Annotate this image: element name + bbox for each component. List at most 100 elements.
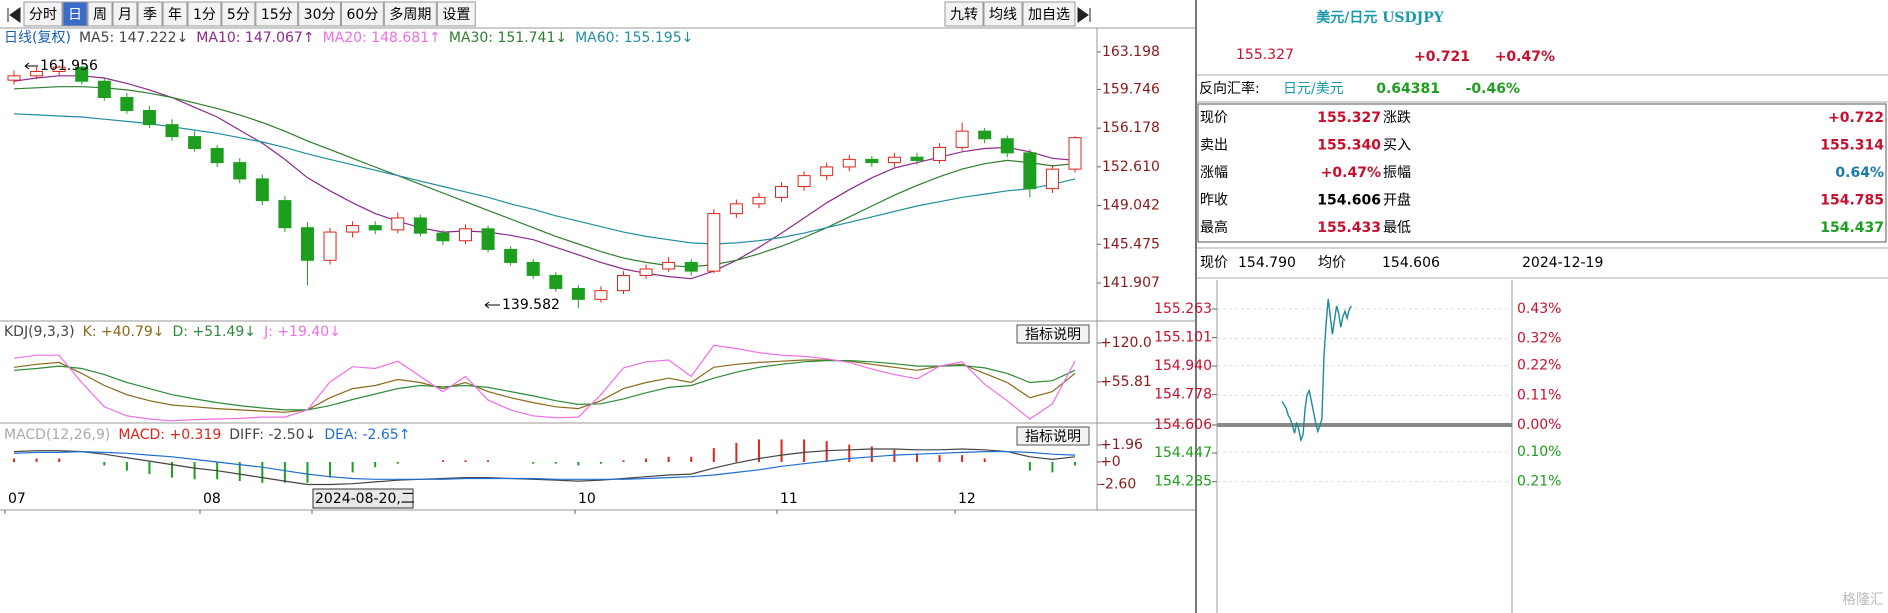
legend-entry: MA60: 155.195↓ [575, 30, 693, 46]
legend-entry: MACD(12,26,9) [4, 427, 110, 443]
quote-value: 154.785 [1820, 193, 1884, 209]
quote-label: 昨收 [1200, 193, 1228, 209]
y-tick-label: 163.198 [1102, 44, 1160, 60]
candle-body [323, 231, 337, 261]
y-tick-label: 154.778 [1154, 387, 1212, 403]
intraday-header: 154.606 [1382, 255, 1440, 271]
indicator-help-button[interactable] [1016, 324, 1090, 344]
candle-body [391, 217, 405, 231]
y-tick-label: +55.81 [1100, 374, 1152, 390]
toolbar-button[interactable] [87, 1, 113, 27]
toolbar-button[interactable] [137, 1, 163, 27]
y2-tick-label: 0.22% [1517, 358, 1561, 374]
quote-change: +0.721 [1414, 49, 1470, 65]
candle-body [413, 217, 427, 234]
line [13, 86, 1076, 268]
candle-body [188, 136, 202, 150]
candle-body [729, 203, 743, 215]
candle-body [7, 75, 21, 81]
y-tick-label: 156.178 [1102, 120, 1160, 136]
scroll-left-icon[interactable] [7, 7, 21, 23]
candle-body [97, 80, 111, 99]
candle-body [30, 70, 44, 77]
quote-label: 振幅 [1383, 165, 1411, 181]
toolbar-button-label: 60分 [347, 7, 379, 23]
y-tick-label: 141.907 [1102, 275, 1160, 291]
candle-body [549, 274, 563, 289]
toolbar-button-label: 设置 [442, 7, 470, 23]
quote-label: 卖出 [1200, 138, 1228, 154]
watermark: 格隆汇 [1842, 592, 1884, 608]
toolbar-button[interactable] [23, 1, 63, 27]
y2-tick-label: 0.11% [1517, 387, 1561, 403]
scroll-right-icon[interactable] [1077, 7, 1091, 23]
toolbar-button[interactable] [383, 1, 437, 27]
legend-entry: MA20: 148.681↑ [323, 30, 441, 46]
quote-label: 涨跌 [1383, 110, 1411, 126]
candle-body [752, 196, 766, 205]
quote-title: 美元/日元 USDJPY [1316, 9, 1445, 26]
quote-label: 现价 [1200, 110, 1228, 126]
toolbar-button[interactable] [162, 1, 188, 27]
toolbar-button-label: 分时 [29, 7, 57, 23]
toolbar-button[interactable] [255, 1, 299, 27]
toolbar-button[interactable] [112, 1, 138, 27]
candle-body [955, 130, 969, 148]
candle-body [233, 162, 247, 180]
toolbar-button[interactable] [983, 1, 1023, 27]
quote-value: 0.64% [1835, 165, 1884, 181]
candle-body [594, 290, 608, 300]
legend-entry: MA5: 147.222↓ [79, 30, 188, 46]
toolbar-button[interactable] [221, 1, 256, 27]
y-tick-label: +120.0 [1100, 335, 1152, 351]
quote-value: 154.437 [1820, 220, 1884, 236]
x-tick-label: 11 [780, 491, 798, 507]
intraday-header: 均价 [1318, 255, 1346, 271]
line [13, 113, 1076, 245]
legend-entry: DEA: -2.65↑ [324, 427, 410, 443]
reverse-pair: 日元/美元 [1283, 81, 1344, 97]
candle-body [481, 228, 495, 250]
toolbar-button-label: 九转 [950, 7, 978, 23]
toolbar-button[interactable] [944, 1, 984, 27]
toolbar-button[interactable] [62, 1, 88, 27]
quote-label: 最低 [1383, 220, 1411, 236]
candle-body [120, 97, 134, 112]
legend-entry: MACD: +0.319 [118, 427, 221, 443]
quote-value: 155.314 [1820, 138, 1884, 154]
indicator-help-label: 指标说明 [1025, 327, 1081, 343]
candle-body [842, 158, 856, 168]
candle-body [368, 225, 382, 231]
intraday-header: 154.790 [1238, 255, 1296, 271]
quote-box [1197, 103, 1887, 243]
quote-value: 155.327 [1317, 110, 1381, 126]
y2-tick-label: 0.32% [1517, 331, 1561, 347]
quote-value: +0.47% [1321, 165, 1381, 181]
high-annotation: 161.956 [40, 58, 98, 74]
y2-tick-label: 0.21% [1517, 474, 1561, 490]
toolbar-button-label: 季 [143, 7, 157, 23]
y-tick-label: +0 [1100, 454, 1121, 470]
toolbar-button-label: 15分 [261, 7, 293, 23]
candle-body [300, 227, 314, 261]
toolbar-button[interactable] [341, 1, 384, 27]
toolbar-button[interactable] [1022, 1, 1076, 27]
toolbar-button[interactable] [298, 1, 341, 27]
candle-body [639, 268, 653, 276]
line [13, 359, 1076, 413]
price-plot [7, 65, 1082, 309]
toolbar-button[interactable] [436, 1, 476, 27]
legend-entry: DIFF: -2.50↓ [229, 427, 316, 443]
toolbar-button[interactable] [187, 1, 222, 27]
reverse-pct: -0.46% [1466, 81, 1520, 97]
indicator-help-label: 指标说明 [1025, 429, 1081, 445]
reverse-label: 反向汇率: [1199, 80, 1260, 97]
y-tick-label: 155.101 [1154, 330, 1212, 346]
candle-body [1023, 152, 1037, 190]
y-tick-label: 145.475 [1102, 236, 1160, 252]
candle-body [1000, 138, 1014, 154]
toolbar-button-label: 年 [168, 7, 182, 23]
candle-body [775, 185, 789, 198]
indicator-help-button[interactable] [1016, 426, 1090, 446]
